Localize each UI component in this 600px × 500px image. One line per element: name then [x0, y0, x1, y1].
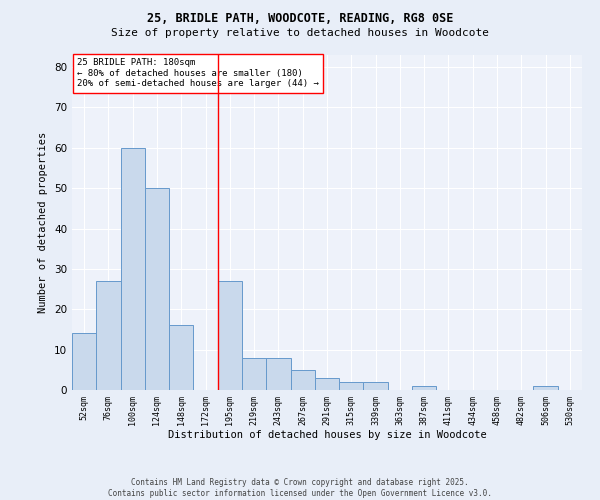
Bar — [315, 378, 339, 390]
Bar — [169, 326, 193, 390]
Bar — [364, 382, 388, 390]
Bar — [145, 188, 169, 390]
Bar — [266, 358, 290, 390]
Bar — [533, 386, 558, 390]
Bar — [339, 382, 364, 390]
Bar — [290, 370, 315, 390]
X-axis label: Distribution of detached houses by size in Woodcote: Distribution of detached houses by size … — [167, 430, 487, 440]
Y-axis label: Number of detached properties: Number of detached properties — [38, 132, 49, 313]
Bar — [96, 281, 121, 390]
Bar — [121, 148, 145, 390]
Text: 25, BRIDLE PATH, WOODCOTE, READING, RG8 0SE: 25, BRIDLE PATH, WOODCOTE, READING, RG8 … — [147, 12, 453, 26]
Text: Size of property relative to detached houses in Woodcote: Size of property relative to detached ho… — [111, 28, 489, 38]
Bar — [218, 281, 242, 390]
Bar — [242, 358, 266, 390]
Text: 25 BRIDLE PATH: 180sqm
← 80% of detached houses are smaller (180)
20% of semi-de: 25 BRIDLE PATH: 180sqm ← 80% of detached… — [77, 58, 319, 88]
Bar — [412, 386, 436, 390]
Text: Contains HM Land Registry data © Crown copyright and database right 2025.
Contai: Contains HM Land Registry data © Crown c… — [108, 478, 492, 498]
Bar — [72, 334, 96, 390]
